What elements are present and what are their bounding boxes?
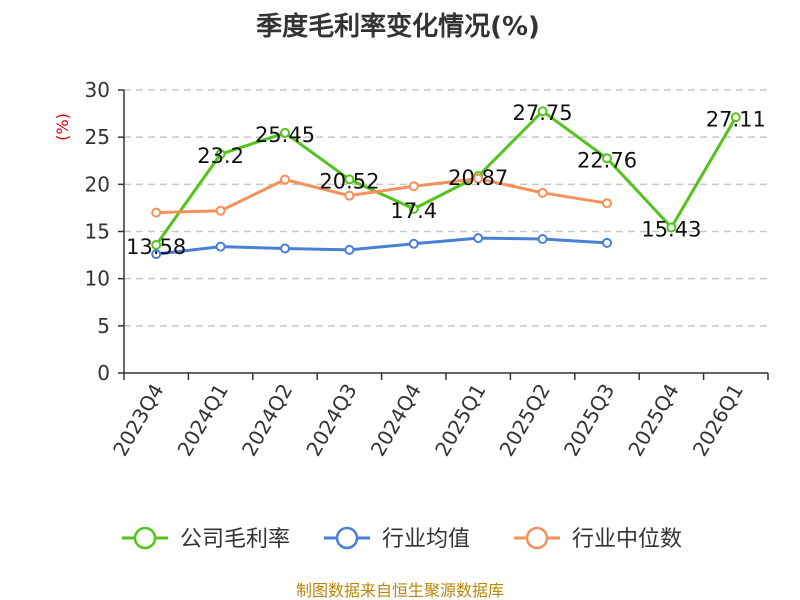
y-tick-label: 25 — [85, 125, 110, 149]
x-tick-label: 2025Q3 — [559, 380, 619, 461]
data-point[interactable] — [344, 244, 355, 255]
legend: 公司毛利率 行业均值 行业中位数 — [122, 526, 682, 552]
data-label: 13.58 — [126, 235, 186, 259]
data-label: 27.75 — [513, 101, 573, 125]
data-label: 25.45 — [255, 123, 315, 147]
series-line — [156, 236, 608, 256]
data-point[interactable] — [602, 153, 612, 164]
legend-label[interactable]: 行业中位数 — [572, 527, 682, 552]
x-tick-label: 2025Q4 — [623, 380, 683, 461]
y-tick-label: 30 — [85, 78, 110, 102]
y-tick-label: 0 — [97, 361, 110, 385]
axes: 0 5 10 15 20 25 30 2023Q4 2024Q1 2024Q2 2024Q3 2024… — [85, 78, 769, 461]
data-label: 22.76 — [577, 148, 637, 172]
data-point[interactable] — [215, 149, 226, 160]
y-tick-label: 10 — [85, 267, 110, 291]
data-point[interactable] — [215, 205, 226, 216]
x-tick-label: 2024Q2 — [237, 380, 297, 461]
data-point[interactable] — [730, 112, 741, 123]
data-label: 17.4 — [390, 199, 437, 223]
x-tick-label: 2024Q4 — [366, 380, 426, 461]
source-note: 制图数据来自恒生聚源数据库 — [296, 581, 504, 600]
data-point[interactable] — [280, 127, 290, 138]
x-tick-label: 2026Q1 — [688, 380, 748, 461]
legend-label[interactable]: 公司毛利率 — [180, 527, 290, 552]
data-label: 20.87 — [448, 166, 508, 190]
data-point[interactable] — [280, 174, 290, 185]
data-point[interactable] — [602, 237, 612, 248]
y-tick-label: 20 — [85, 172, 110, 196]
data-point[interactable] — [215, 241, 226, 252]
x-tick-label: 2023Q4 — [108, 380, 168, 461]
y-tick-label: 15 — [85, 220, 110, 244]
chart-title: 季度毛利率变化情况(%) — [256, 11, 540, 42]
x-tick-label: 2024Q1 — [172, 380, 232, 461]
data-point[interactable] — [537, 106, 548, 117]
data-point[interactable] — [151, 239, 162, 250]
data-point[interactable] — [537, 187, 548, 198]
data-point[interactable] — [473, 233, 484, 244]
data-point[interactable] — [408, 181, 419, 192]
data-point[interactable] — [473, 173, 484, 184]
legend-marker — [525, 526, 549, 550]
data-point[interactable] — [408, 238, 419, 249]
y-tick-label: 5 — [97, 314, 110, 338]
data-point[interactable] — [344, 174, 355, 185]
data-label: 20.52 — [319, 169, 379, 193]
data-point[interactable] — [344, 190, 355, 201]
data-label: 27.11 — [706, 107, 766, 131]
series-line — [156, 177, 608, 215]
x-tick-label: 2025Q1 — [430, 380, 490, 461]
data-point[interactable] — [280, 243, 290, 254]
series-layer — [151, 106, 741, 260]
legend-label[interactable]: 行业均值 — [382, 527, 470, 552]
data-point[interactable] — [602, 198, 612, 209]
x-tick-label: 2025Q2 — [494, 380, 554, 461]
legend-marker — [335, 526, 359, 550]
data-point[interactable] — [666, 222, 677, 233]
data-point[interactable] — [151, 249, 162, 260]
legend-marker — [133, 526, 157, 550]
y-axis-unit: (%) — [53, 113, 72, 141]
series-line — [154, 109, 738, 246]
data-point[interactable] — [537, 234, 548, 245]
data-point[interactable] — [408, 203, 419, 214]
data-label: 23.2 — [197, 144, 244, 168]
x-tick-label: 2024Q3 — [301, 380, 361, 461]
data-point[interactable] — [151, 207, 162, 218]
data-label: 15.43 — [641, 217, 701, 241]
